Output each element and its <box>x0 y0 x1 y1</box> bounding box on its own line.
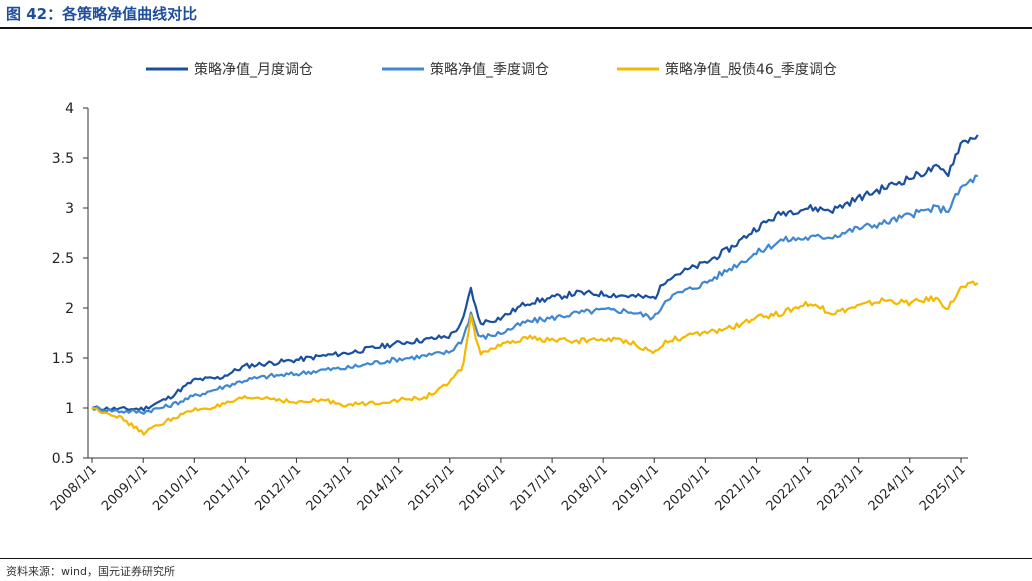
y-tick-label: 3.5 <box>52 151 74 167</box>
x-tick-label: 2020/1/1 <box>661 462 713 514</box>
series-line-2 <box>91 174 978 415</box>
y-tick-label: 2.5 <box>52 251 74 267</box>
x-tick-label: 2025/1/1 <box>917 462 969 514</box>
legend-label-2: 策略净值_季度调仓 <box>430 61 549 78</box>
legend-label-1: 策略净值_月度调仓 <box>194 61 313 78</box>
x-tick-label: 2016/1/1 <box>457 462 509 514</box>
y-tick-label: 1.5 <box>52 351 74 367</box>
x-tick-label: 2014/1/1 <box>355 462 407 514</box>
title-divider <box>0 27 1032 29</box>
legend-label-3: 策略净值_股债46_季度调仓 <box>665 61 837 78</box>
x-tick-label: 2011/1/1 <box>201 462 253 514</box>
x-tick-label: 2019/1/1 <box>610 462 662 514</box>
x-tick-label: 2024/1/1 <box>866 462 918 514</box>
x-tick-label: 2008/1/1 <box>48 462 100 514</box>
x-tick-label: 2013/1/1 <box>304 462 356 514</box>
y-tick-label: 1 <box>65 401 74 417</box>
page-title: 图 42：各策略净值曲线对比 <box>6 5 198 23</box>
y-tick-label: 2 <box>65 301 74 317</box>
chart-legend: 策略净值_月度调仓 策略净值_季度调仓 策略净值_股债46_季度调仓 <box>146 61 837 78</box>
footer-divider <box>0 558 1032 559</box>
series-line-1 <box>91 134 979 412</box>
y-tick-label: 4 <box>65 101 74 117</box>
x-tick-label: 2012/1/1 <box>252 462 304 514</box>
chart-series <box>91 134 979 436</box>
y-tick-label: 3 <box>65 201 74 217</box>
line-chart: 策略净值_月度调仓 策略净值_季度调仓 策略净值_股债46_季度调仓 0.5 1 1.5… <box>48 61 979 514</box>
source-note: 资料来源：wind，国元证券研究所 <box>6 565 176 578</box>
y-tick-label: 0.5 <box>52 451 74 467</box>
x-tick-label: 2009/1/1 <box>99 462 151 514</box>
x-tick-label: 2023/1/1 <box>815 462 867 514</box>
x-tick-label: 2010/1/1 <box>150 462 202 514</box>
x-tick-label: 2018/1/1 <box>559 462 611 514</box>
x-tick-label: 2022/1/1 <box>764 462 816 514</box>
x-tick-label: 2021/1/1 <box>712 462 764 514</box>
x-tick-label: 2015/1/1 <box>406 462 458 514</box>
series-line-3 <box>91 280 979 436</box>
x-tick-label: 2017/1/1 <box>508 462 560 514</box>
y-axis: 0.5 1 1.5 2 2.5 3 3.5 4 <box>52 101 89 467</box>
x-axis: 2008/1/1 2009/1/1 2010/1/1 2011/1/1 2012/1/1… <box>48 457 969 514</box>
